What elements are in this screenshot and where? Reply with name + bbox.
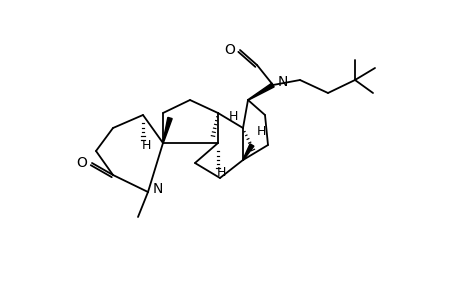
Text: O: O [224,43,235,57]
Polygon shape [247,83,274,100]
Polygon shape [162,117,172,143]
Text: H: H [228,110,237,122]
Text: H: H [256,124,265,137]
Text: H: H [141,139,151,152]
Text: N: N [277,75,288,89]
Text: O: O [76,156,87,170]
Polygon shape [242,144,253,160]
Text: N: N [153,182,163,196]
Text: H: H [216,167,225,179]
